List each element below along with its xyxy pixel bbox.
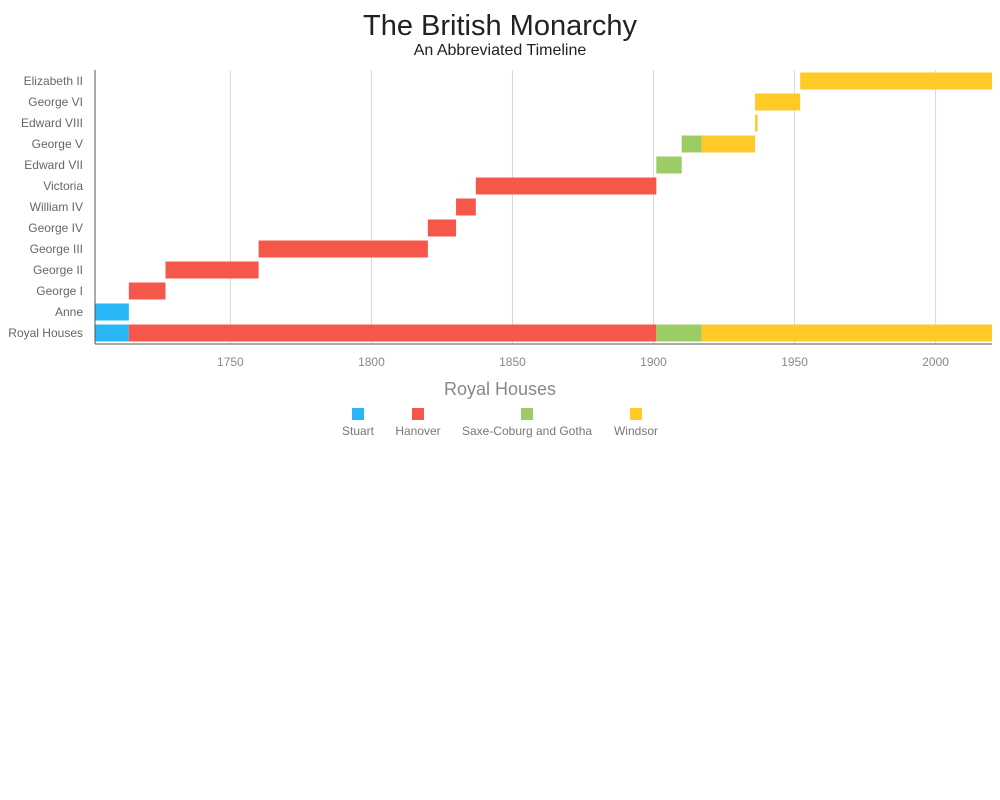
axes: [94, 70, 992, 345]
bar-edward-vii-saxe-coburg-and-gotha: [656, 156, 682, 174]
x-tick-label: 1900: [640, 355, 667, 369]
chart-subtitle: An Abbreviated Timeline: [413, 42, 587, 59]
row-label-george-iv: George IV: [28, 221, 83, 235]
bar-george-iii-hanover: [258, 240, 428, 258]
legend: Royal Houses Stuart Hanover Saxe-Coburg and…: [342, 379, 658, 438]
legend-title: Royal Houses: [444, 379, 556, 399]
x-tick-labels: 1750 1800 1850 1900 1950 2000: [217, 355, 949, 369]
legend-label-stuart: Stuart: [342, 424, 375, 438]
bar-anne-stuart: [95, 303, 129, 321]
bar-george-iv-hanover: [427, 219, 457, 237]
row-label-george-vi: George VI: [28, 95, 83, 109]
legend-label-saxe-coburg-and-gotha: Saxe-Coburg and Gotha: [462, 424, 592, 438]
bar-william-iv-hanover: [456, 198, 476, 216]
row-label-george-ii: George II: [33, 263, 83, 277]
bar-elizabeth-ii-windsor: [800, 72, 992, 90]
row-labels: Elizabeth II George VI Edward VIII George V…: [8, 74, 83, 340]
bar-royal-houses-saxe-coburg-and-gotha: [656, 324, 702, 342]
row-label-anne: Anne: [55, 305, 83, 319]
x-tick-label: 1750: [217, 355, 244, 369]
chart-title: The British Monarchy: [363, 10, 637, 42]
row-label-george-iii: George III: [30, 242, 83, 256]
bar-royal-houses-stuart: [95, 324, 129, 342]
legend-swatch-hanover: [412, 408, 424, 420]
bars: [95, 72, 992, 342]
row-label-elizabeth-ii: Elizabeth II: [24, 74, 83, 88]
row-label-william-iv: William IV: [30, 200, 83, 214]
row-label-george-v: George V: [32, 137, 83, 151]
bar-george-v-windsor: [701, 135, 756, 153]
legend-label-windsor: Windsor: [614, 424, 658, 438]
x-tick-label: 1800: [358, 355, 385, 369]
bar-george-v-saxe-coburg-and-gotha: [681, 135, 702, 153]
gridlines: [229, 70, 937, 344]
legend-swatch-stuart: [352, 408, 364, 420]
bar-royal-houses-windsor: [701, 324, 992, 342]
bar-george-vi-windsor: [755, 93, 801, 111]
x-tick-label: 2000: [922, 355, 949, 369]
legend-swatch-saxe-coburg-and-gotha: [521, 408, 533, 420]
legend-swatch-windsor: [630, 408, 642, 420]
legend-label-hanover: Hanover: [395, 424, 440, 438]
bar-edward-viii-windsor: [755, 114, 758, 132]
bar-george-ii-hanover: [165, 261, 259, 279]
row-label-george-i: George I: [36, 284, 83, 298]
x-tick-label: 1950: [781, 355, 808, 369]
row-label-royal-houses: Royal Houses: [8, 326, 83, 340]
row-label-edward-viii: Edward VIII: [21, 116, 83, 130]
row-label-victoria: Victoria: [43, 179, 83, 193]
x-tick-label: 1850: [499, 355, 526, 369]
bar-victoria-hanover: [475, 177, 657, 195]
bar-george-i-hanover: [128, 282, 166, 300]
bar-royal-houses-hanover: [128, 324, 657, 342]
row-label-edward-vii: Edward VII: [24, 158, 83, 172]
